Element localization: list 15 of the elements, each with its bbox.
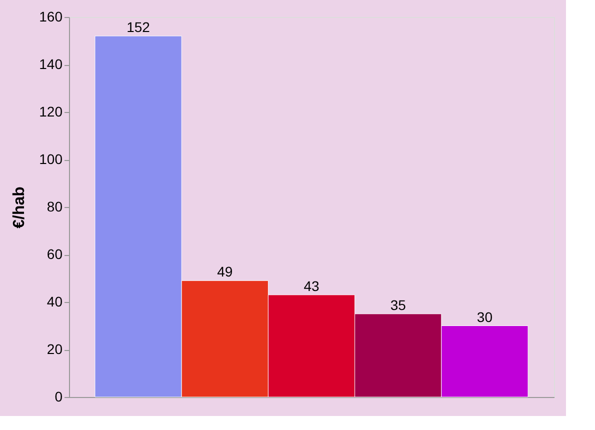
y-tick-label: 40 (46, 294, 63, 310)
data-label: 152 (126, 19, 150, 35)
y-tick-label: 160 (39, 8, 63, 24)
y-tick-label: 120 (39, 104, 63, 120)
y-tick-label: 100 (39, 151, 63, 167)
y-axis-title: €/hab (11, 186, 28, 228)
y-tick-label: 20 (46, 341, 63, 357)
data-label: 49 (217, 264, 233, 280)
data-label: 35 (390, 296, 406, 313)
data-label: 43 (304, 278, 320, 294)
y-tick-label: 80 (46, 198, 63, 214)
data-label: 30 (476, 308, 493, 325)
y-tick-label: 140 (39, 56, 63, 72)
y-tick-label: 60 (46, 246, 63, 262)
y-tick-label: 0 (54, 388, 63, 404)
